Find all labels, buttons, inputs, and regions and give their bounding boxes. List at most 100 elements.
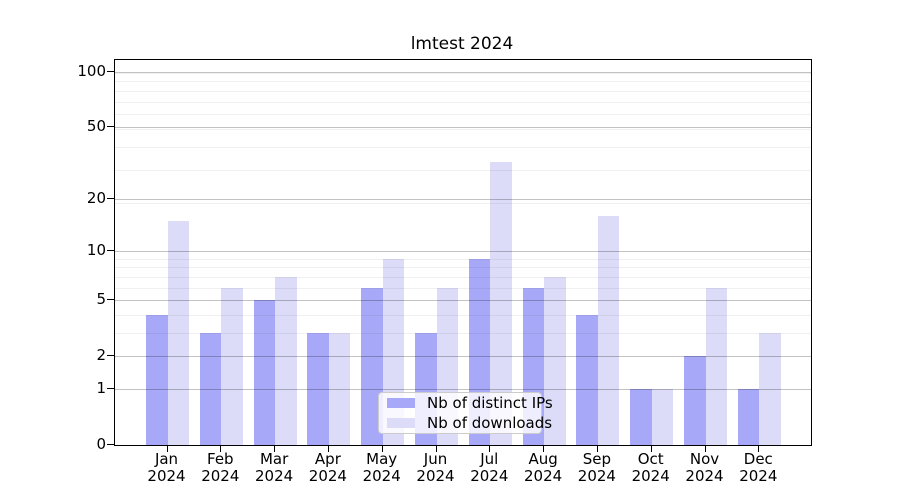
chart-title: lmtest 2024 bbox=[410, 34, 514, 54]
gridline-minor bbox=[115, 114, 811, 116]
y-tick-mark bbox=[107, 444, 114, 446]
gridline-minor bbox=[115, 267, 811, 269]
x-tick-mark bbox=[220, 445, 222, 452]
bar-downloads bbox=[705, 287, 727, 445]
gridline-major bbox=[115, 356, 811, 358]
y-tick-mark bbox=[107, 126, 114, 128]
x-tick-label-may: May 2024 bbox=[342, 451, 422, 485]
gridline-major bbox=[115, 127, 811, 129]
x-tick-mark bbox=[327, 445, 330, 452]
bar-downloads bbox=[221, 287, 243, 445]
gridline-minor bbox=[115, 333, 811, 334]
bar-downloads bbox=[651, 388, 674, 445]
gridline-major bbox=[115, 389, 811, 390]
bar-distinct-ips bbox=[576, 314, 598, 445]
x-tick-mark bbox=[596, 445, 599, 452]
gridline-minor bbox=[115, 287, 811, 289]
x-tick-year: 2024 bbox=[255, 467, 294, 485]
gridline-minor bbox=[115, 276, 811, 278]
x-tick-label-jan: Jan 2024 bbox=[127, 451, 207, 485]
y-tick-label: 0 bbox=[96, 435, 106, 453]
x-tick-mark bbox=[435, 445, 437, 452]
x-tick-mark bbox=[650, 445, 652, 452]
x-tick-label-nov: Nov 2024 bbox=[665, 451, 745, 485]
x-tick-month: Nov bbox=[689, 450, 720, 468]
x-tick-month: May bbox=[366, 450, 398, 468]
x-tick-month: Jun bbox=[423, 450, 448, 468]
x-tick-year: 2024 bbox=[416, 467, 455, 485]
x-tick-mark bbox=[489, 445, 491, 452]
bar-distinct-ips bbox=[307, 332, 329, 445]
legend-swatch-downloads bbox=[387, 418, 415, 428]
gridline-minor bbox=[115, 101, 811, 103]
y-tick-mark bbox=[107, 70, 114, 73]
x-tick-month: Dec bbox=[743, 450, 773, 468]
bar-distinct-ips bbox=[630, 388, 652, 445]
y-tick-mark bbox=[107, 197, 114, 200]
gridline-minor bbox=[115, 146, 811, 148]
bar-distinct-ips bbox=[199, 332, 222, 445]
bar-downloads bbox=[490, 162, 512, 445]
x-tick-month: Apr bbox=[314, 450, 341, 468]
x-tick-month: Sep bbox=[582, 450, 612, 468]
y-tick-mark bbox=[107, 355, 114, 357]
x-tick-year: 2024 bbox=[631, 467, 670, 485]
x-tick-year: 2024 bbox=[470, 467, 509, 485]
y-tick-mark bbox=[107, 387, 114, 390]
x-tick-label-feb: Feb 2024 bbox=[180, 451, 260, 485]
x-tick-mark bbox=[166, 445, 168, 452]
bar-downloads bbox=[167, 220, 189, 445]
x-tick-label-dec: Dec 2024 bbox=[718, 451, 798, 485]
gridline-minor bbox=[115, 314, 811, 316]
x-tick-label-aug: Aug 2024 bbox=[503, 451, 583, 485]
bar-downloads bbox=[759, 332, 781, 445]
y-tick-label: 100 bbox=[77, 61, 106, 80]
x-tick-mark bbox=[381, 445, 383, 452]
y-tick-label: 1 bbox=[96, 378, 106, 397]
bar-downloads bbox=[597, 216, 620, 445]
y-tick-label: 10 bbox=[86, 241, 106, 260]
gridline-minor bbox=[115, 81, 811, 83]
x-tick-mark bbox=[758, 445, 760, 452]
y-tick-mark bbox=[107, 250, 114, 252]
x-tick-mark bbox=[543, 445, 545, 452]
x-tick-year: 2024 bbox=[685, 467, 724, 485]
x-tick-label-oct: Oct 2024 bbox=[611, 451, 691, 485]
x-tick-year: 2024 bbox=[308, 467, 347, 485]
x-tick-year: 2024 bbox=[577, 467, 616, 485]
x-tick-month: Oct bbox=[637, 450, 664, 468]
y-tick-label: 50 bbox=[86, 117, 106, 136]
y-tick-mark bbox=[107, 299, 114, 301]
plot-area bbox=[114, 59, 812, 446]
x-tick-year: 2024 bbox=[739, 467, 778, 485]
x-tick-label-mar: Mar 2024 bbox=[234, 451, 314, 485]
x-tick-label-jun: Jun 2024 bbox=[396, 451, 476, 485]
bar-downloads bbox=[275, 276, 297, 445]
gridline-minor bbox=[115, 90, 811, 92]
bar-distinct-ips bbox=[684, 356, 706, 445]
bar-distinct-ips bbox=[253, 300, 276, 445]
legend-label: Nb of downloads bbox=[427, 414, 553, 432]
x-tick-month: Jul bbox=[480, 450, 499, 468]
gridline-minor bbox=[115, 258, 811, 260]
gridline-minor bbox=[115, 202, 811, 204]
y-tick-label: 20 bbox=[86, 188, 106, 207]
gridline-minor bbox=[115, 170, 811, 172]
bar-distinct-ips bbox=[146, 314, 168, 445]
gridline-minor bbox=[115, 72, 811, 74]
x-tick-year: 2024 bbox=[362, 467, 401, 485]
x-tick-label-apr: Apr 2024 bbox=[288, 451, 368, 485]
y-tick-label: 2 bbox=[96, 346, 106, 365]
gridline-major bbox=[115, 251, 811, 253]
bar-distinct-ips bbox=[361, 287, 383, 445]
x-tick-mark bbox=[704, 445, 706, 452]
x-tick-month: Jan bbox=[154, 450, 179, 468]
legend-label: Nb of distinct IPs bbox=[427, 394, 553, 412]
x-tick-year: 2024 bbox=[524, 467, 563, 485]
x-tick-month: Aug bbox=[528, 450, 558, 468]
gridline-minor bbox=[115, 128, 811, 130]
legend-row: Nb of downloads bbox=[385, 414, 552, 432]
x-tick-month: Feb bbox=[207, 450, 234, 468]
x-tick-mark bbox=[274, 445, 276, 452]
